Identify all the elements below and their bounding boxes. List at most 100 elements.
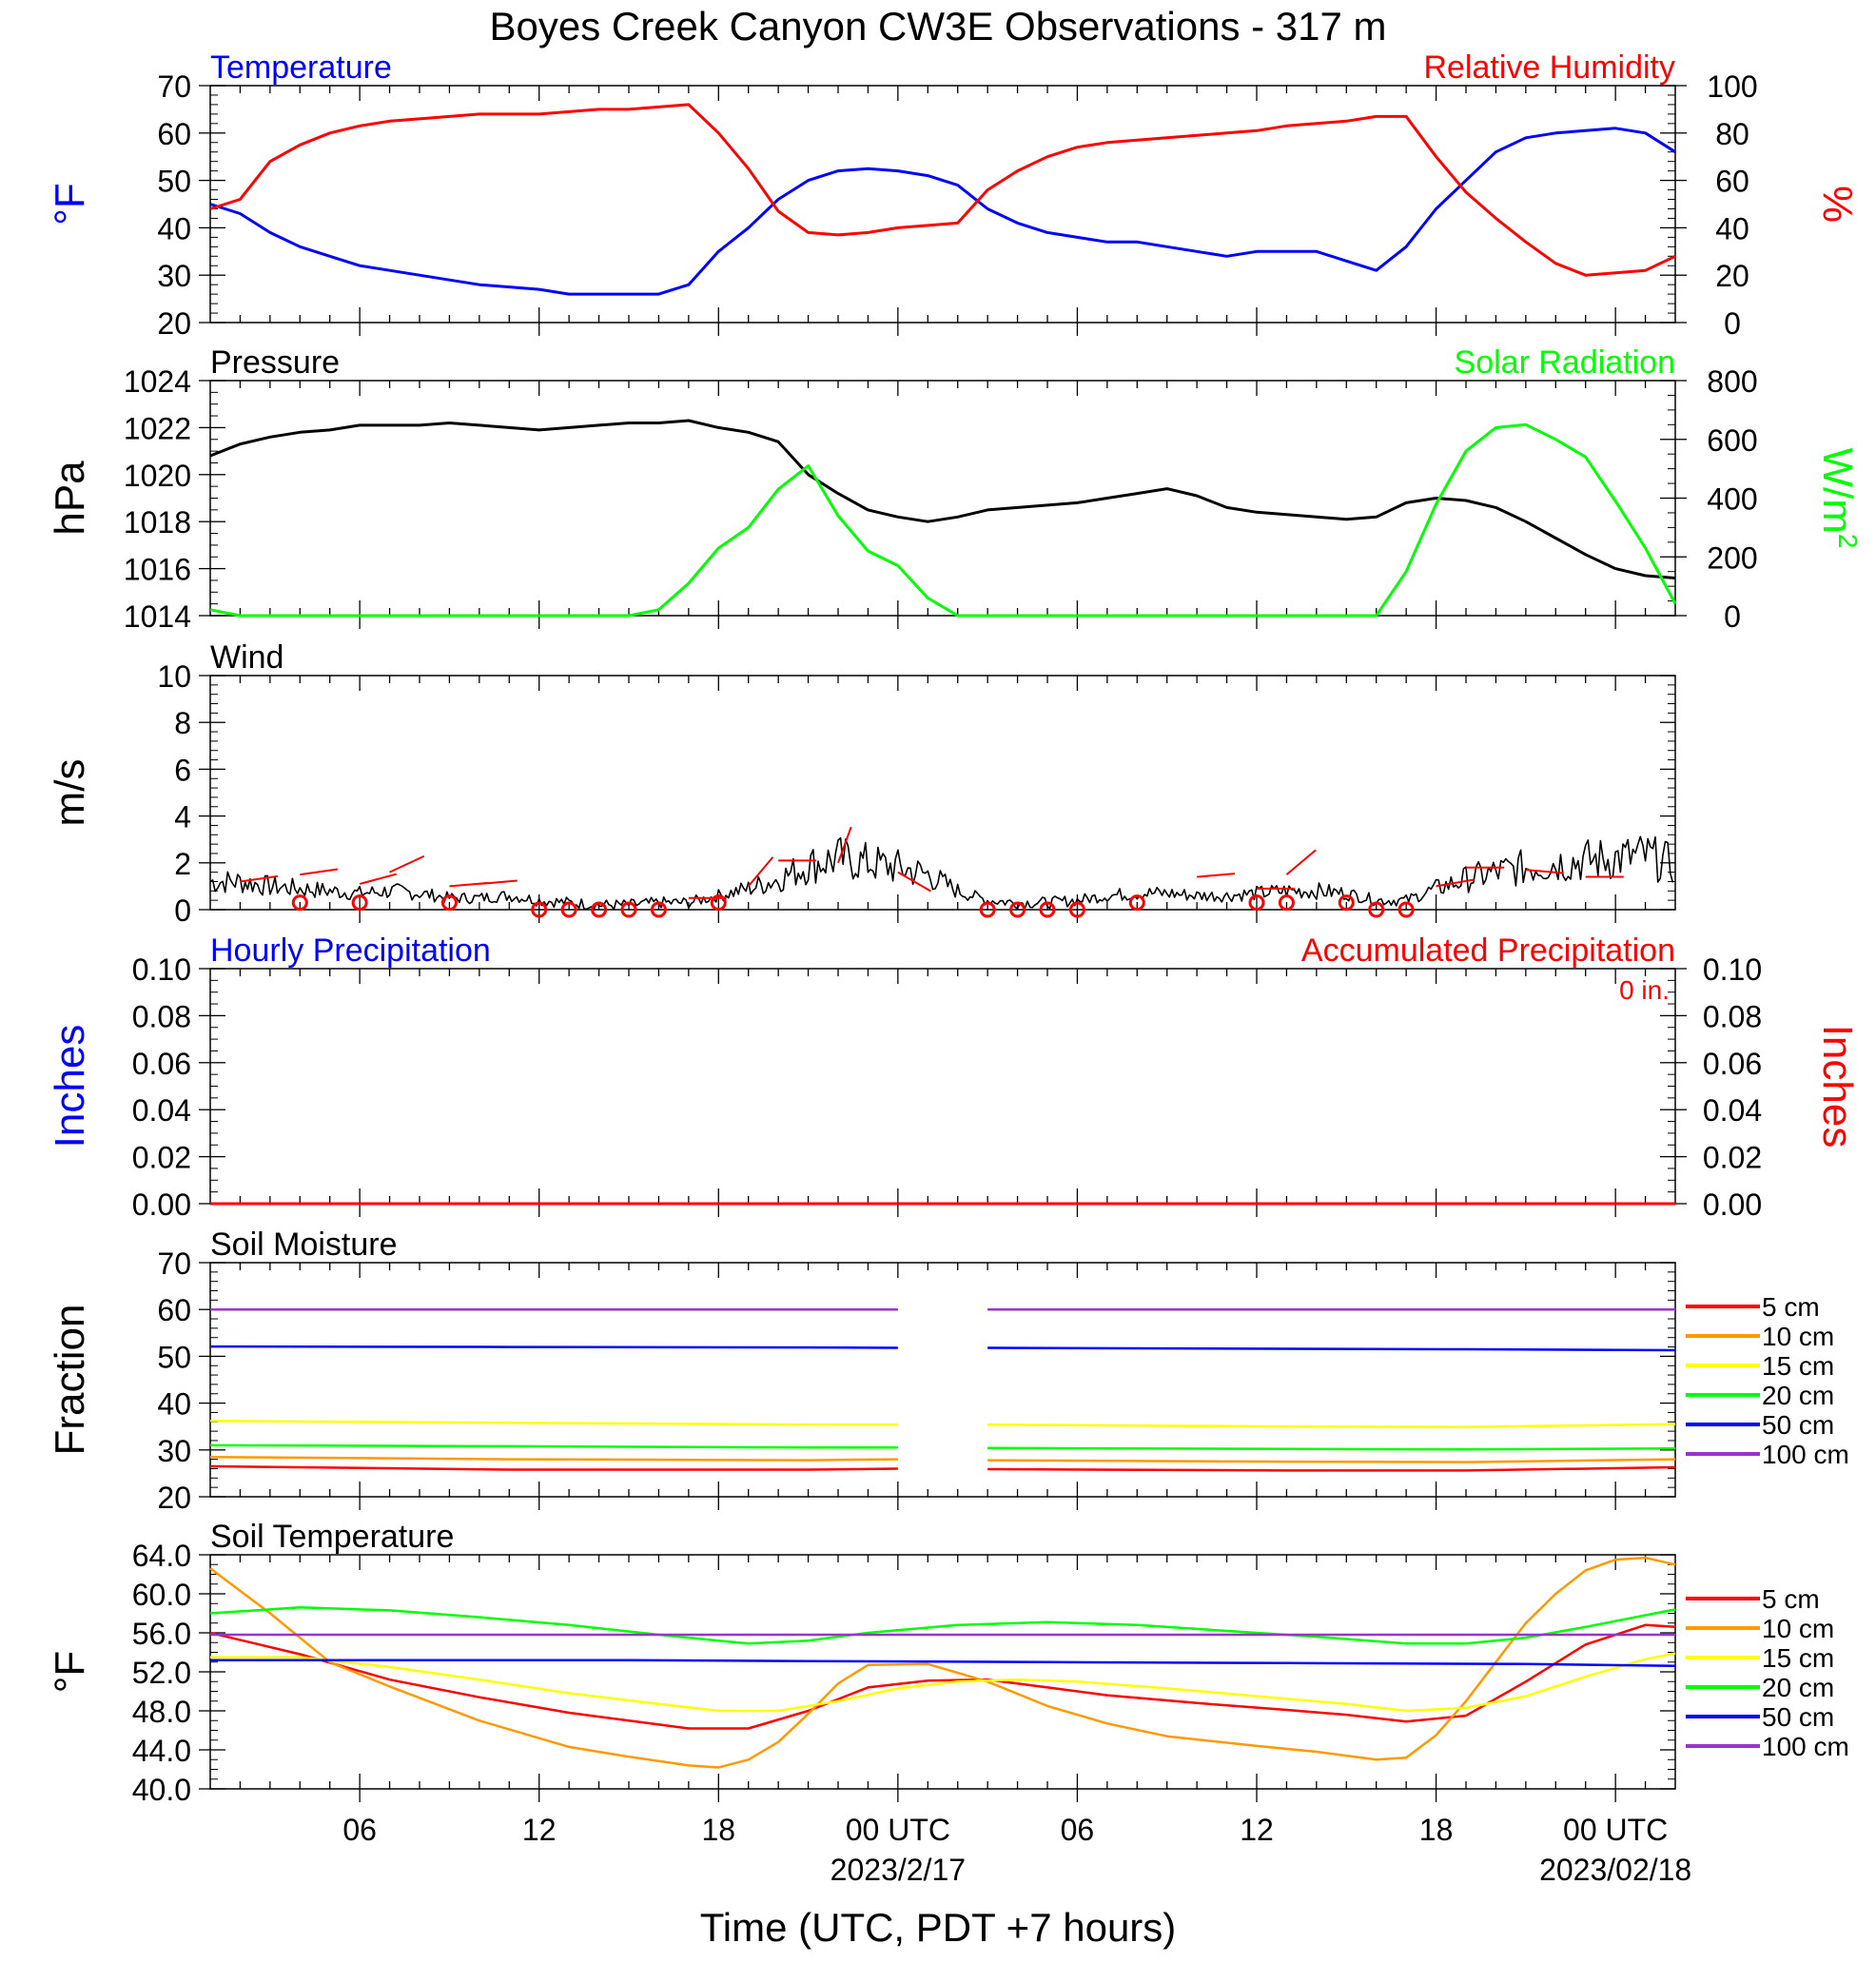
wind-calm-marker (1397, 901, 1415, 918)
soil-moisture-line-15cm (209, 1420, 898, 1426)
pressure_solar-y-tick-label-left: 1024 (124, 364, 191, 399)
soil-moisture-line-20cm (209, 1443, 898, 1449)
relative-humidity-line (209, 103, 1676, 277)
temp_rh-y-tick-label-right: 100 (1707, 69, 1757, 104)
precip-y-tick-label-left: 0.10 (132, 952, 191, 987)
temp_rh-y-tick-label-left: 60 (157, 117, 191, 151)
wind-frame (209, 675, 1676, 911)
precip-y-tick-label-left: 0.02 (132, 1141, 191, 1175)
soil-temperature-line-50cm (210, 1659, 1676, 1668)
precip-y-tick-label-right: 0.02 (1703, 1141, 1762, 1175)
soil_moisture-y-tick-label-left: 20 (157, 1481, 191, 1515)
soil-moisture-line-5cm (209, 1464, 898, 1471)
soil_moisture-title-left: Soil Moisture (210, 1227, 398, 1263)
chart-title: Boyes Creek Canyon CW3E Observations - 3… (489, 4, 1386, 49)
wind-calm-marker (531, 901, 548, 918)
soil-moisture-line-5cm (987, 1465, 1676, 1472)
x-tick-label: 00 UTC (1563, 1813, 1668, 1847)
pressure_solar-title-left: Pressure (210, 344, 340, 381)
wind-calm-marker (1248, 894, 1265, 912)
wind-direction-barb (1436, 878, 1475, 888)
wind-direction-barb (479, 879, 518, 885)
wind-y-tick-label-left: 0 (174, 893, 191, 928)
wind-direction-barb (1285, 849, 1317, 875)
pressure_solar-y-tick-label-right: 0 (1724, 599, 1741, 634)
soil-temperature-line-20cm (209, 1606, 1676, 1645)
wind-direction-barb (837, 826, 852, 864)
soil-temperature-line-10cm (209, 1556, 1676, 1769)
precip-y-tick-label-left: 0.06 (132, 1047, 191, 1081)
x-tick-label: 00 UTC (846, 1813, 950, 1847)
soil_temp-legend-label: 100 cm (1762, 1732, 1849, 1761)
wind-y-tick-label-left: 8 (174, 706, 191, 740)
soil_moisture-y-tick-label-left: 60 (157, 1293, 191, 1327)
soil_temp-legend-label: 50 cm (1762, 1702, 1834, 1732)
soil_temp-legend-label: 15 cm (1762, 1643, 1834, 1673)
soil_temp-y-tick-label-left: 48.0 (132, 1695, 191, 1729)
wind-calm-marker (1368, 901, 1385, 918)
precip-y-tick-label-left: 0.08 (132, 999, 191, 1033)
x-axis-label: Time (UTC, PDT +7 hours) (700, 1905, 1177, 1950)
soil_temp-title-left: Soil Temperature (210, 1519, 454, 1555)
soil_temp-legend-label: 20 cm (1762, 1673, 1834, 1702)
x-tick-label: 18 (1419, 1813, 1454, 1847)
soil_temp-y-tick-label-left: 60.0 (132, 1578, 191, 1612)
solar-radiation-line (209, 422, 1677, 618)
wind-calm-marker (1068, 901, 1085, 918)
soil-moisture-line-15cm (987, 1423, 1676, 1428)
soil_moisture-ylabel-left: Fraction (47, 1305, 93, 1456)
wind-y-tick-label-left: 2 (174, 847, 191, 881)
soil_temp-y-tick-label-left: 64.0 (132, 1539, 191, 1573)
temp_rh-title-right: Relative Humidity (1423, 49, 1675, 86)
soil_temp-y-tick-label-left: 40.0 (132, 1773, 191, 1807)
pressure_solar-ylabel-right: W/m2 (1814, 448, 1863, 549)
wind-calm-marker (710, 894, 727, 912)
temp_rh-y-tick-label-right: 20 (1715, 259, 1749, 293)
soil_moisture-legend-label: 50 cm (1762, 1410, 1834, 1440)
wind-direction-barb (897, 871, 931, 893)
wind-calm-marker (560, 901, 577, 918)
temp_rh-y-tick-label-left: 30 (157, 259, 191, 293)
soil_moisture-legend-label: 15 cm (1762, 1351, 1834, 1381)
x-tick-label: 06 (342, 1813, 377, 1847)
solar-unit-superscript: 2 (1833, 534, 1863, 549)
wind-calm-marker (650, 901, 667, 918)
temp_rh-y-tick-label-left: 70 (157, 69, 191, 104)
wind-calm-marker (1128, 894, 1145, 912)
pressure_solar-y-tick-label-right: 400 (1707, 482, 1757, 517)
wind-y-tick-label-left: 10 (157, 659, 191, 694)
soil-moisture-line-50cm (987, 1346, 1676, 1352)
wind-calm-marker (620, 901, 637, 918)
temp_rh-y-tick-label-right: 60 (1715, 165, 1749, 199)
x-tick-label: 12 (1240, 1813, 1274, 1847)
precip-y-tick-label-left: 0.04 (132, 1093, 191, 1128)
soil_temp-y-tick-label-left: 52.0 (132, 1656, 191, 1690)
precip-y-tick-label-right: 0.10 (1703, 952, 1762, 987)
wind-direction-barb (359, 873, 398, 885)
pressure_solar-y-tick-label-right: 600 (1707, 423, 1757, 458)
temp_rh-y-tick-label-left: 50 (157, 165, 191, 199)
soil_temp-ylabel-left: °F (47, 1651, 93, 1693)
pressure_solar-y-tick-label-right: 200 (1707, 540, 1757, 575)
wind-title-left: Wind (210, 639, 283, 676)
precip-ylabel-right: Inches (1814, 1025, 1861, 1148)
soil_temp-y-tick-label-left: 44.0 (132, 1734, 191, 1768)
temp_rh-y-tick-label-right: 80 (1715, 117, 1749, 151)
soil_temp-legend-label: 10 cm (1762, 1614, 1834, 1643)
temp_rh-y-tick-label-right: 0 (1724, 306, 1741, 341)
soil-moisture-line-10cm (987, 1458, 1676, 1463)
pressure_solar-y-tick-label-left: 1020 (124, 459, 191, 493)
soil_moisture-legend-label: 20 cm (1762, 1381, 1834, 1410)
temp_rh-ylabel-left: °F (47, 183, 93, 225)
x-date-label: 2023/02/18 (1539, 1853, 1691, 1887)
temp_rh-y-tick-label-left: 20 (157, 306, 191, 341)
pressure-line (209, 419, 1676, 579)
wind-calm-marker (440, 894, 458, 912)
wind-calm-marker (1009, 901, 1026, 918)
soil_moisture-frame (209, 1262, 1676, 1498)
precip-title-right: Accumulated Precipitation (1301, 932, 1675, 969)
x-date-label: 2023/2/17 (831, 1853, 966, 1887)
pressure_solar-y-tick-label-left: 1016 (124, 553, 191, 587)
